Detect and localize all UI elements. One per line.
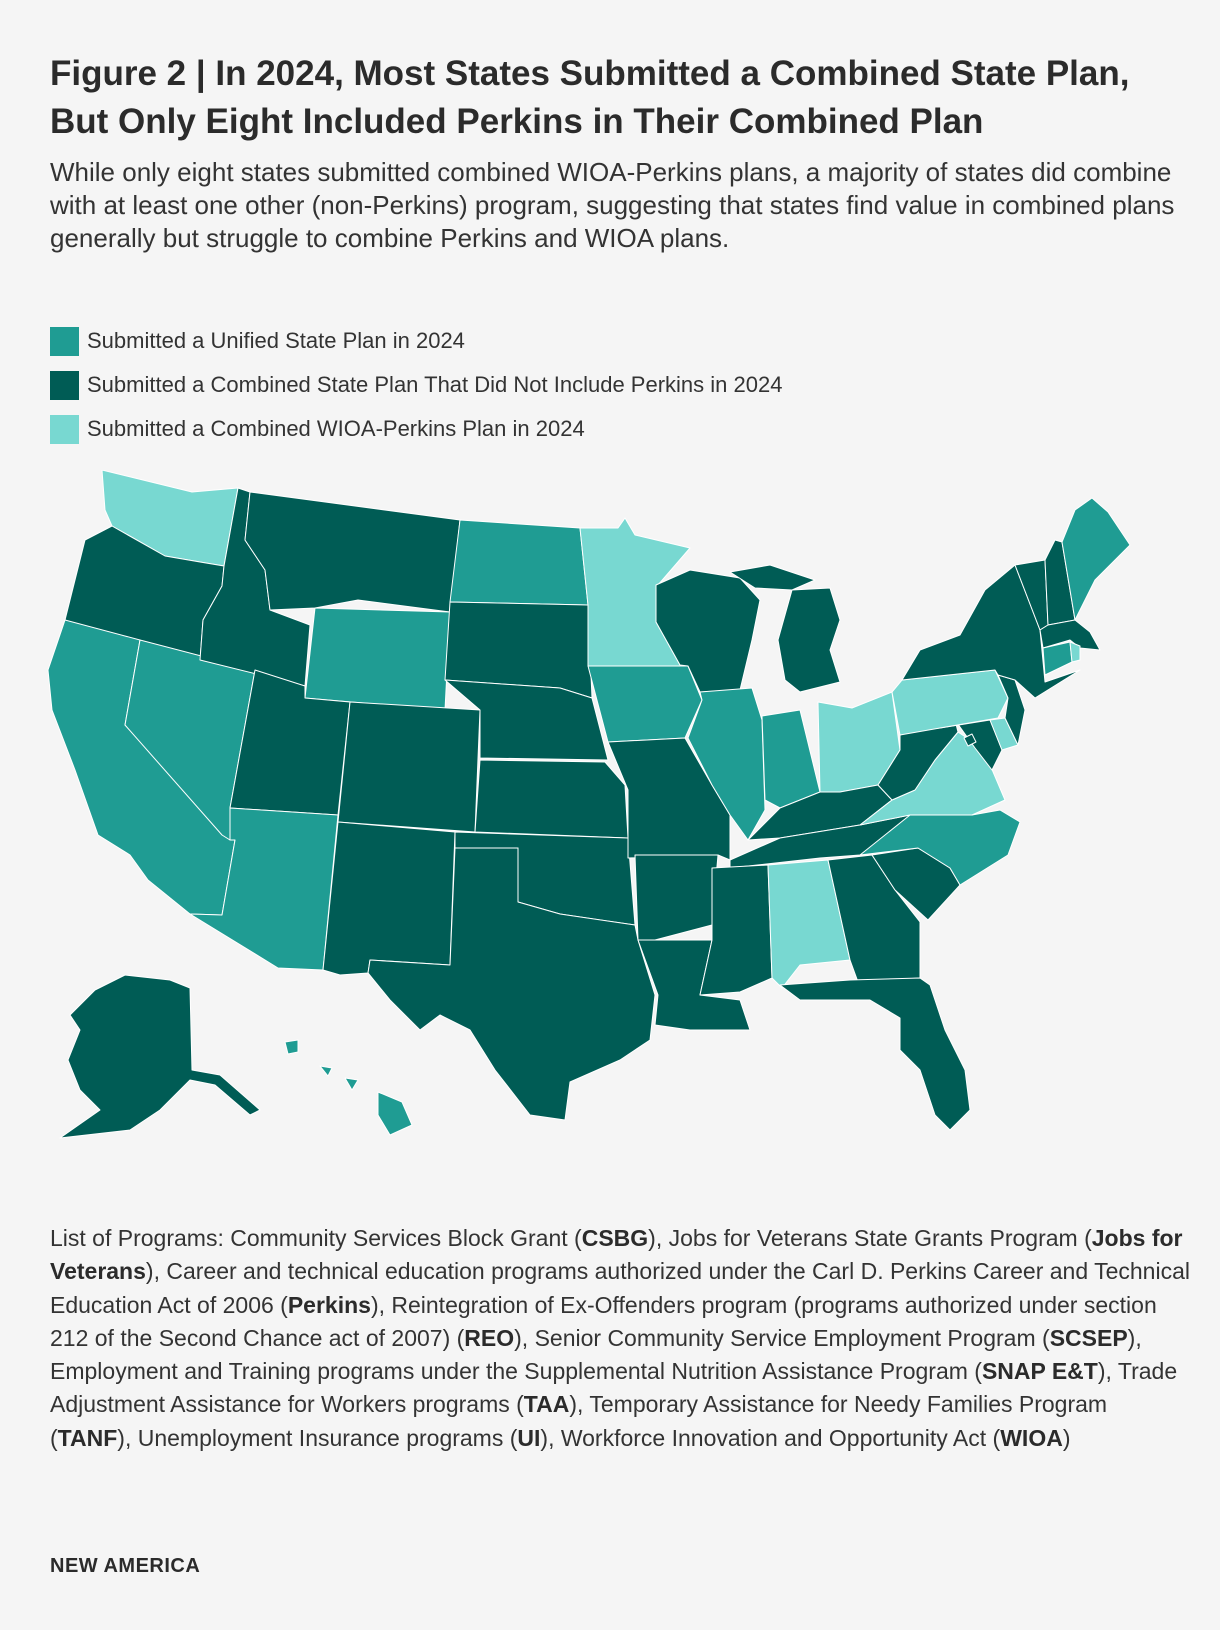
figure-title: Figure 2 | In 2024, Most States Submitte… <box>50 54 1130 141</box>
state-AR[interactable] <box>634 854 719 941</box>
program-text: ), Trade Adjustment Assistance for Worke… <box>50 1358 1178 1418</box>
program-text: ), Employment and Training programs unde… <box>50 1324 1142 1385</box>
figure-subtitle: While only eight states submitted combin… <box>50 157 1175 253</box>
us-states-map <box>47 470 1131 1139</box>
program-text: ), Unemployment Insurance programs ( <box>117 1424 518 1451</box>
state-ND[interactable] <box>449 519 589 606</box>
program-acronym: Jobs for Veterans <box>50 1225 1183 1285</box>
state-NY[interactable] <box>901 564 1081 699</box>
legend-swatch-combined-no-perkins <box>50 370 79 400</box>
program-acronym: TANF <box>57 1424 118 1451</box>
legend-item-combined-perkins: Submitted a Combined WIOA-Perkins Plan i… <box>50 414 782 444</box>
state-shapes <box>47 470 1131 1139</box>
state-WY[interactable] <box>304 607 451 711</box>
program-text: ), Career and technical education progra… <box>50 1258 1190 1318</box>
program-acronym: WIOA <box>1000 1424 1063 1451</box>
legend-item-unified: Submitted a Unified State Plan in 2024 <box>50 326 782 356</box>
state-DC[interactable] <box>963 733 977 747</box>
state-CO[interactable] <box>337 701 481 833</box>
program-text: ), Jobs for Veterans State Grants Progra… <box>648 1225 1092 1251</box>
state-FL[interactable] <box>779 977 971 1131</box>
state-RI[interactable] <box>1069 641 1081 663</box>
state-NM[interactable] <box>322 821 456 976</box>
legend-swatch-combined-perkins <box>50 414 79 444</box>
program-text: ) <box>1062 1424 1071 1451</box>
program-text: ), Reintegration of Ex-Offenders program… <box>50 1291 1157 1351</box>
program-acronym: UI <box>517 1424 541 1451</box>
state-AK[interactable] <box>59 974 261 1139</box>
state-TX[interactable] <box>367 847 656 1121</box>
state-IN[interactable] <box>761 709 821 809</box>
program-acronym: Perkins <box>287 1291 371 1318</box>
source-credit: NEW AMERICA <box>50 1555 201 1577</box>
program-text: ), Workforce Innovation and Opportunity … <box>540 1424 1001 1451</box>
legend-swatch-unified <box>50 326 79 356</box>
program-acronym: SCSEP <box>1049 1324 1128 1351</box>
legend: Submitted a Unified State Plan in 2024 S… <box>50 326 782 458</box>
state-IA[interactable] <box>587 665 703 743</box>
state-IL[interactable] <box>687 687 766 841</box>
state-HI[interactable] <box>284 1039 413 1136</box>
legend-label-combined-perkins: Submitted a Combined WIOA-Perkins Plan i… <box>87 416 585 441</box>
program-text: List of Programs: Community Services Blo… <box>50 1225 582 1251</box>
state-MA[interactable] <box>1039 619 1101 651</box>
legend-label-unified: Submitted a Unified State Plan in 2024 <box>87 328 465 353</box>
state-ME[interactable] <box>1061 497 1131 621</box>
program-acronym: SNAP E&T <box>981 1358 1098 1385</box>
state-NE[interactable] <box>444 679 609 761</box>
state-MI[interactable] <box>729 564 841 693</box>
program-text: ), Temporary Assistance for Needy Famili… <box>50 1391 1108 1451</box>
program-acronym: REO <box>464 1324 515 1351</box>
state-MT[interactable] <box>244 491 461 613</box>
program-text: ), Senior Community Service Employment P… <box>514 1324 1050 1351</box>
state-CT[interactable] <box>1042 641 1073 676</box>
program-acronym: CSBG <box>581 1225 649 1251</box>
program-acronym: TAA <box>523 1391 570 1418</box>
state-KS[interactable] <box>474 759 629 839</box>
program-list-note: List of Programs: Community Services Blo… <box>50 1222 1190 1455</box>
legend-label-combined-no-perkins: Submitted a Combined State Plan That Did… <box>87 372 783 397</box>
legend-item-combined-no-perkins: Submitted a Combined State Plan That Did… <box>50 370 782 400</box>
